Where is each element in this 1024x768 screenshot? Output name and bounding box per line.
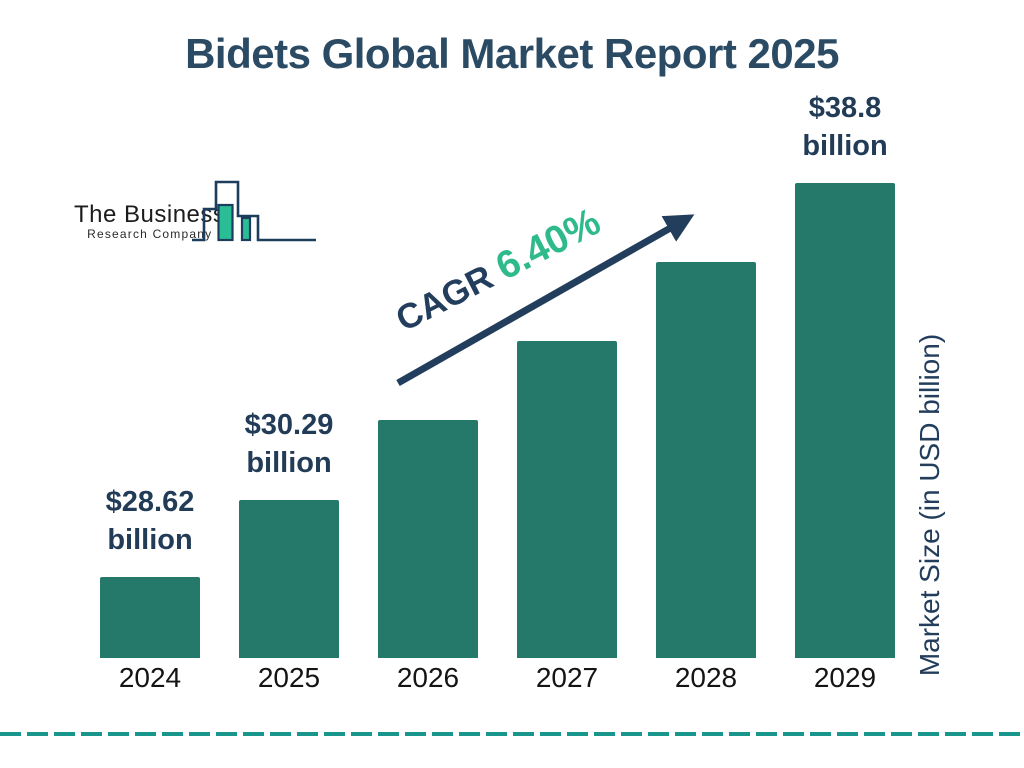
cagr-prefix: CAGR <box>389 257 500 340</box>
value-label-line: $38.8 <box>808 92 882 124</box>
bar-2027 <box>517 341 617 658</box>
x-tick-2028: 2028 <box>674 662 738 693</box>
value-label-2024: $28.62 billion <box>60 483 240 559</box>
bar-2024 <box>100 577 200 658</box>
company-logo-text: The Business Research Company <box>74 202 225 241</box>
y-axis-label: Market Size (in USD billion) <box>914 333 945 677</box>
x-tick-2027: 2027 <box>535 662 599 693</box>
company-logo: The Business Research Company <box>62 176 316 246</box>
bar-2028 <box>656 262 756 658</box>
x-tick-2024: 2024 <box>118 662 182 693</box>
x-tick-2025: 2025 <box>257 662 321 693</box>
value-label-2025: $30.29 billion <box>199 406 379 482</box>
bar-2026 <box>378 420 478 658</box>
value-label-line: billion <box>246 447 332 479</box>
x-tick-2029: 2029 <box>813 662 877 693</box>
value-label-2029: $38.8 billion <box>755 89 935 165</box>
bar-2029 <box>795 183 895 658</box>
value-label-line: $30.29 <box>244 409 334 441</box>
cagr-label: CAGR6.40% <box>388 200 611 348</box>
logo-name: The Business <box>74 201 226 228</box>
logo-subname: Research Company <box>87 227 213 241</box>
cagr-value: 6.40% <box>489 200 608 289</box>
x-tick-2026: 2026 <box>396 662 460 693</box>
value-label-line: billion <box>107 524 193 556</box>
page-title: Bidets Global Market Report 2025 <box>185 30 839 77</box>
value-label-line: $28.62 <box>105 486 195 518</box>
value-label-line: billion <box>802 130 888 162</box>
logo-bars-icon <box>192 180 316 242</box>
bar-2025 <box>239 500 339 658</box>
